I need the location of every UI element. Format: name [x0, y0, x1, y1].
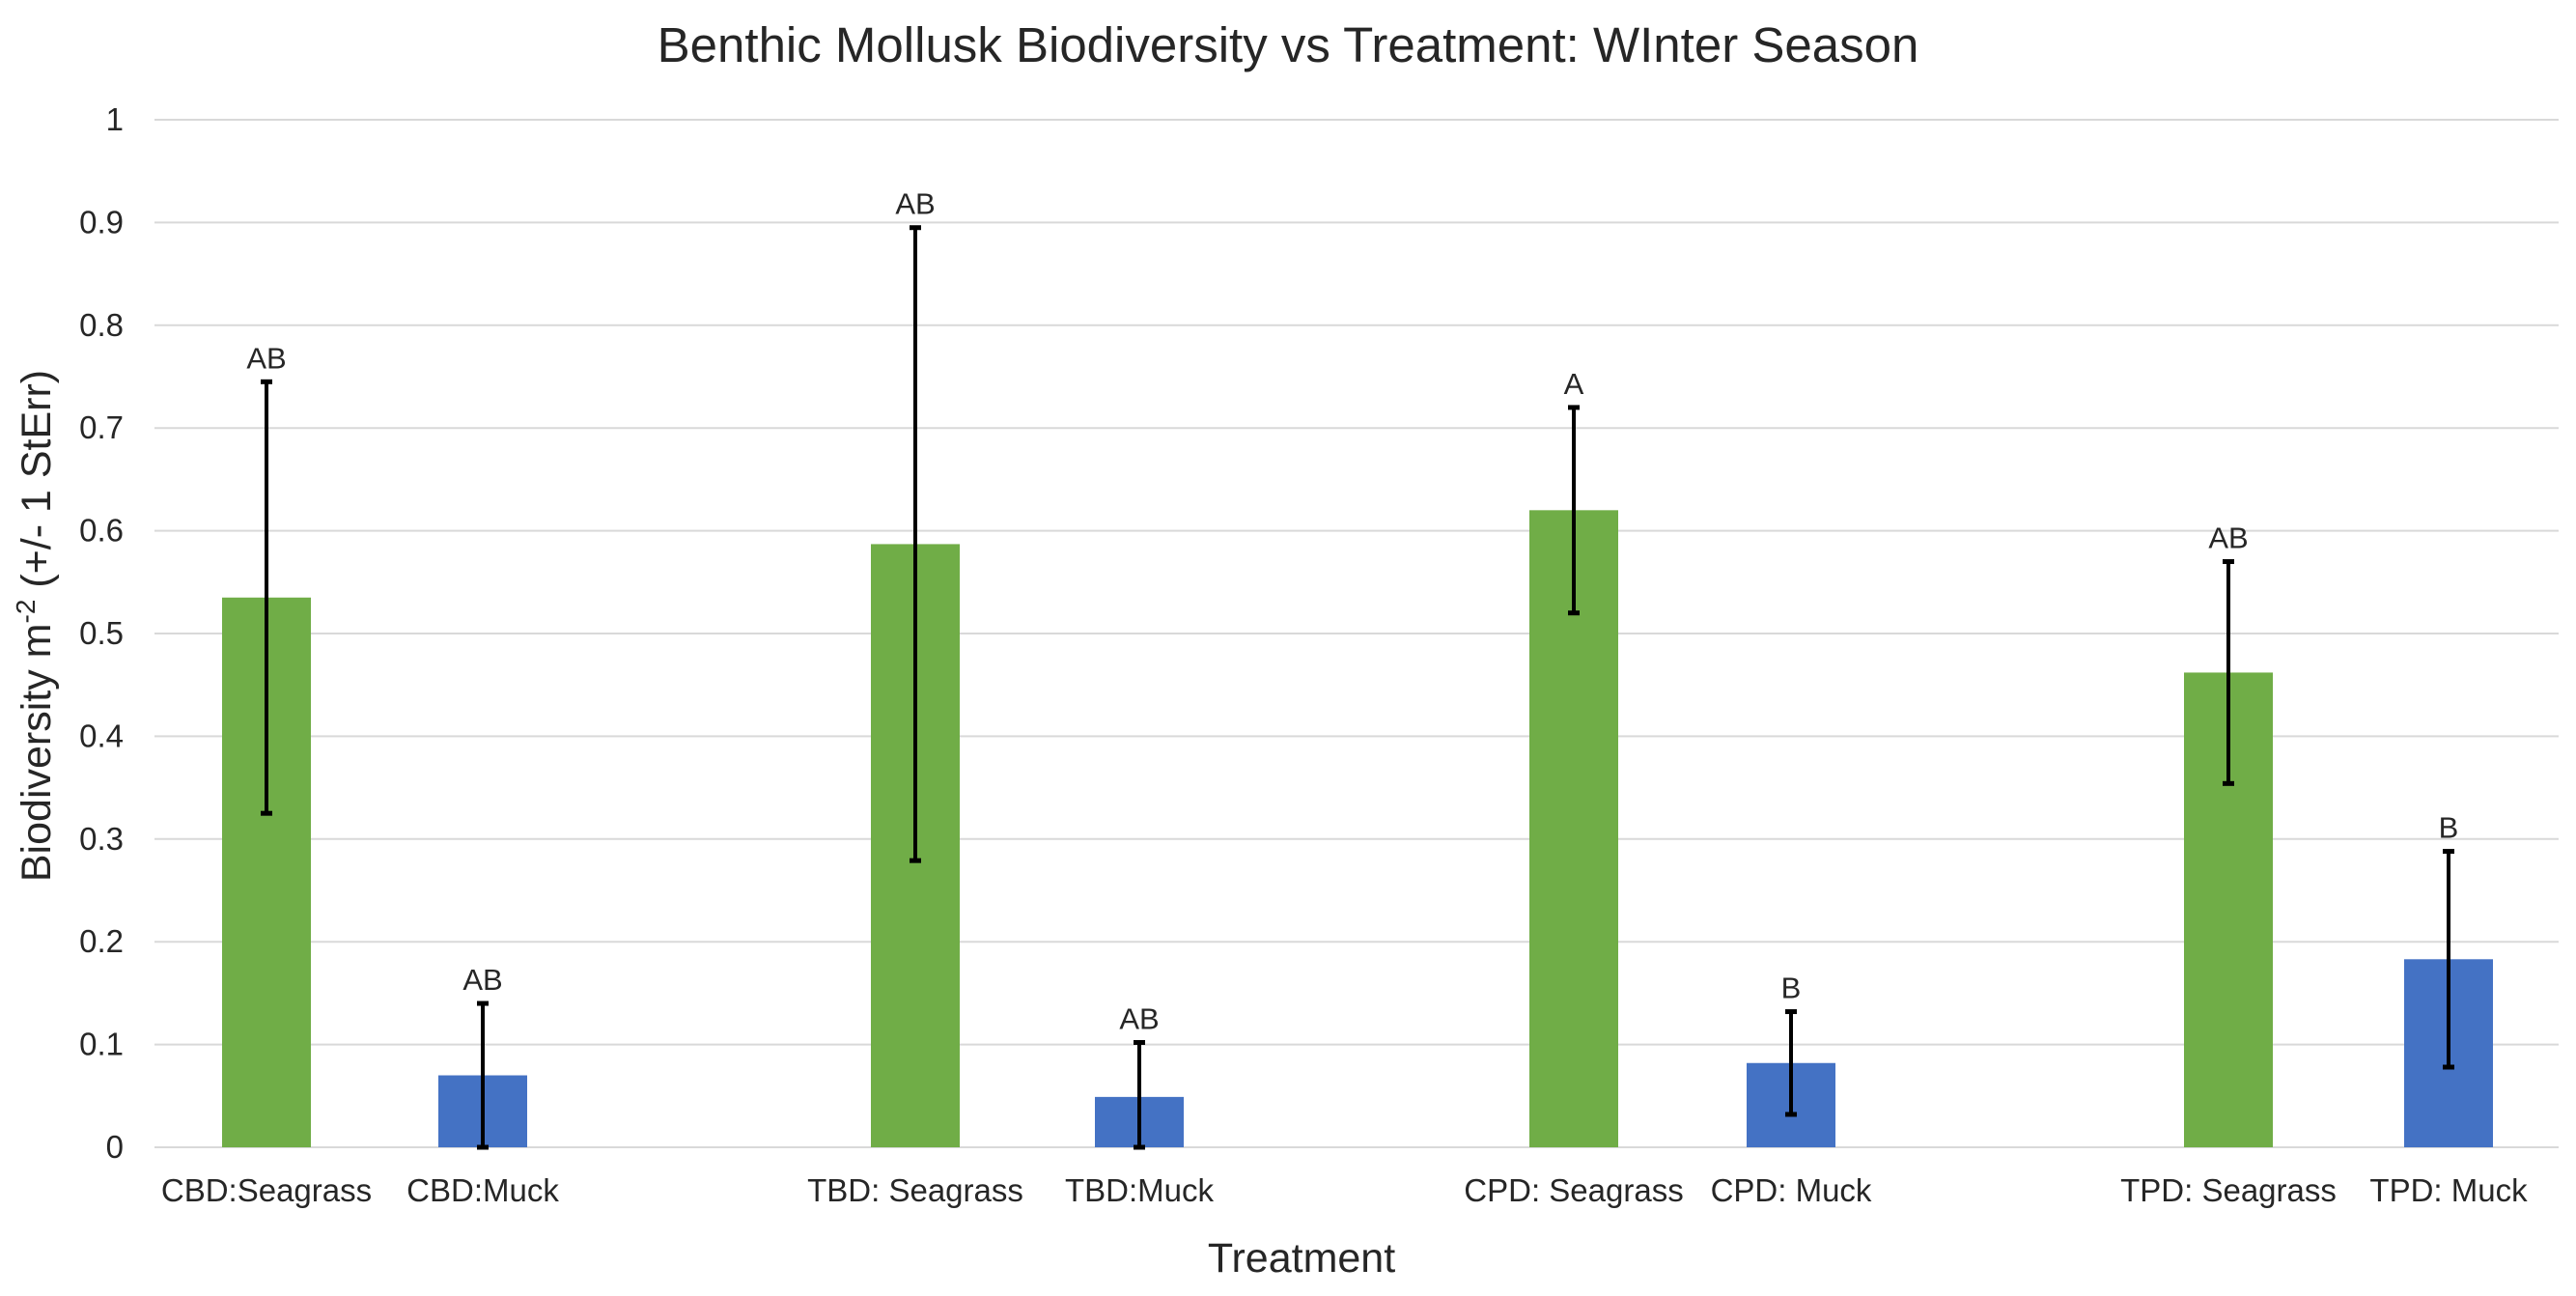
chart-title: Benthic Mollusk Biodiversity vs Treatmen… — [658, 17, 1919, 72]
bars — [222, 510, 2493, 1147]
error-bars — [261, 225, 2454, 1150]
y-axis-title-main: Biodiversity m — [14, 624, 60, 883]
y-tick-label: 0 — [106, 1129, 124, 1165]
significance-label: AB — [462, 963, 502, 997]
x-tick-label: CBD:Muck — [406, 1172, 559, 1208]
y-tick-label: 0.1 — [79, 1027, 124, 1062]
significance-label: AB — [1119, 1001, 1159, 1035]
x-tick-label: TPD: Muck — [2369, 1172, 2528, 1208]
y-tick-label: 0.6 — [79, 513, 124, 549]
y-tick-label: 0.9 — [79, 204, 124, 239]
y-axis-title-superscript: -2 — [11, 600, 41, 624]
y-tick-label: 0.7 — [79, 409, 124, 445]
y-axis-title-suffix: (+/- 1 StErr) — [14, 370, 60, 600]
y-tick-label: 0.8 — [79, 307, 124, 343]
significance-label: AB — [246, 341, 286, 375]
error-bar — [2443, 849, 2454, 1070]
error-bar — [2223, 559, 2234, 786]
y-tick-label: 0.5 — [79, 615, 124, 651]
error-bar — [477, 1000, 489, 1150]
x-axis-title: Treatment — [1208, 1235, 1395, 1282]
x-tick-label: TPD: Seagrass — [2120, 1172, 2337, 1208]
y-tick-label: 0.3 — [79, 821, 124, 857]
x-axis-category-labels: CBD:Seagrass CBD:Muck TBD: Seagrass TBD:Muc… — [161, 1172, 2528, 1208]
error-bar — [261, 379, 272, 816]
significance-label: B — [2439, 811, 2459, 845]
error-bar — [910, 225, 921, 863]
x-tick-label: CPD: Seagrass — [1464, 1172, 1683, 1208]
error-bar — [1785, 1009, 1797, 1117]
significance-label: A — [1564, 367, 1584, 401]
x-tick-label: CBD:Seagrass — [161, 1172, 372, 1208]
x-tick-label: TBD:Muck — [1065, 1172, 1215, 1208]
bar — [1529, 510, 1618, 1147]
y-axis-ticks: 0 0.1 0.2 0.3 0.4 0.5 0.6 0.7 0.8 0.9 1 — [79, 101, 124, 1165]
y-tick-label: 0.2 — [79, 923, 124, 959]
x-tick-label: CPD: Muck — [1711, 1172, 1872, 1208]
significance-label: AB — [895, 187, 935, 221]
significance-label: B — [1781, 972, 1802, 1005]
error-bar — [1134, 1039, 1145, 1150]
x-tick-label: TBD: Seagrass — [807, 1172, 1023, 1208]
y-tick-label: 1 — [106, 101, 124, 137]
significance-label: AB — [2208, 521, 2248, 555]
y-axis-title: Biodiversity m-2 (+/- 1 StErr) — [11, 370, 60, 882]
y-tick-label: 0.4 — [79, 718, 124, 753]
gridlines — [154, 119, 2559, 1148]
error-bar — [1568, 405, 1580, 616]
